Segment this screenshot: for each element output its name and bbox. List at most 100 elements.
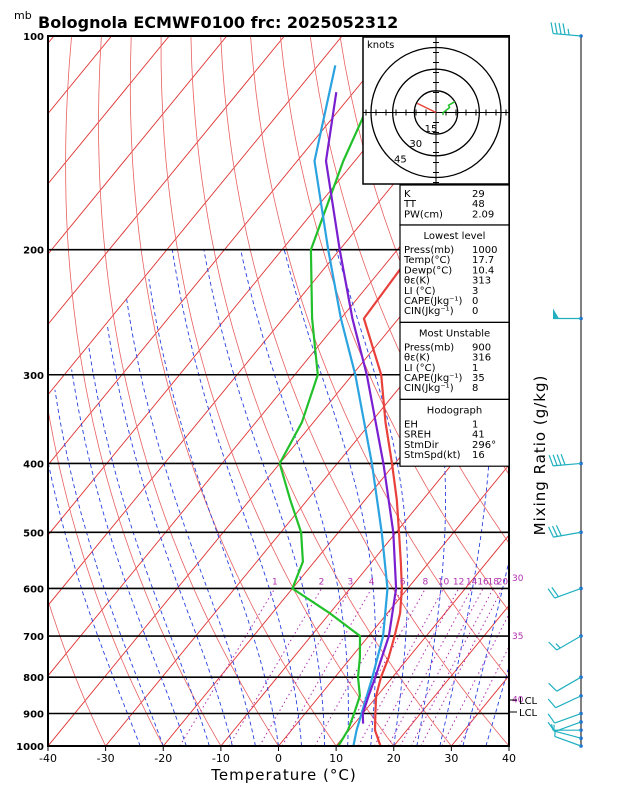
- moist-adiabat-line: [126, 299, 256, 746]
- wetbulb-profile-line: [313, 65, 389, 746]
- wind-barb-flag: [551, 587, 559, 598]
- mixing-ratio-line: [410, 588, 494, 746]
- moist-adiabat-line: [203, 249, 326, 746]
- dry-adiabat-line: [280, 36, 509, 612]
- wind-barb-flag: [560, 453, 566, 466]
- wind-barb: [547, 694, 583, 709]
- wind-barb-staff: [553, 32, 582, 37]
- x-tick-label: -20: [154, 752, 172, 765]
- moist-adiabat-line: [54, 389, 164, 746]
- isotherm-line: [48, 36, 343, 396]
- isotherm-line: [48, 183, 509, 746]
- dry-adiabat-line: [549, 36, 618, 746]
- mixing-ratio-label: 4: [369, 577, 375, 587]
- hodograph-ring-label: 15: [425, 124, 438, 135]
- wind-barb-staff: [554, 712, 582, 724]
- theta-label: 30: [512, 574, 524, 584]
- wind-barb-half: [555, 643, 561, 649]
- moist-adiabat-line: [398, 249, 446, 746]
- x-tick-label: 10: [329, 752, 343, 765]
- mixing-ratio-label: 6: [400, 577, 406, 587]
- isotherm-line: [48, 36, 401, 466]
- pressure-tick-label: 800: [23, 673, 44, 684]
- index-label: LI (°C): [404, 363, 436, 374]
- isotherm-line: [105, 253, 509, 746]
- index-value: 0: [472, 296, 478, 307]
- wind-barb: [548, 453, 583, 467]
- wind-barb: [553, 308, 583, 321]
- index-value: 17.7: [472, 255, 494, 266]
- wind-barbs-column: [547, 22, 583, 748]
- mixing-ratio-label: 16: [477, 577, 489, 587]
- dry-adiabat-line: [220, 36, 509, 746]
- theta-labels: 30 35 40: [512, 574, 524, 705]
- index-label: CAPE(Jkg⁻¹): [404, 373, 462, 384]
- parcel-profile-line: [324, 92, 398, 724]
- index-value: 3: [472, 286, 478, 297]
- dry-adiabat-line: [98, 36, 279, 746]
- index-value: 8: [472, 383, 478, 394]
- moist-adiabat-line: [71, 369, 187, 746]
- temperature-axis: -40 -30 -20 -10 0 10 20 30 40: [39, 746, 516, 765]
- x-tick-label: -30: [97, 752, 115, 765]
- mixing-ratio-line: [338, 588, 426, 746]
- mixing-ratio-line: [259, 588, 351, 746]
- pressure-tick-label: 500: [23, 528, 44, 539]
- moist-adiabat-line: [88, 347, 210, 746]
- mixing-ratio-line: [459, 645, 509, 746]
- temperature-profile-line: [362, 83, 509, 746]
- indices-box: [399, 321, 510, 400]
- wind-barb-staff: [553, 531, 582, 538]
- dry-adiabat-line: [160, 36, 395, 746]
- storm-motion-arrow: [416, 102, 437, 114]
- index-value: 900: [472, 342, 491, 353]
- mixing-ratio-label: 20: [497, 577, 509, 587]
- wind-barb-staff: [555, 695, 582, 709]
- index-label: StmSpd(kt): [404, 450, 461, 461]
- wind-barb-flag: [555, 525, 562, 536]
- pressure-tick-label: 300: [23, 371, 44, 382]
- wind-barb-flag: [552, 454, 558, 466]
- x-tick-label: 40: [502, 752, 516, 765]
- dry-adiabat-line: [579, 36, 618, 746]
- index-label: K: [404, 189, 411, 200]
- isotherm-line: [278, 464, 509, 746]
- indices-section-title: Lowest level: [424, 231, 486, 242]
- lcl-label: LCL: [519, 708, 538, 719]
- pressure-tick-label: 400: [23, 459, 44, 470]
- moist-adiabat-line: [106, 324, 233, 746]
- index-label: Press(mb): [404, 342, 454, 353]
- mixing-ratio-label: 14: [466, 577, 478, 587]
- index-value: 2.09: [472, 209, 494, 220]
- wind-barb-flag: [547, 721, 556, 732]
- wind-barb-flag: [547, 588, 556, 599]
- wind-barb-flag: [556, 454, 562, 466]
- index-value: 313: [472, 276, 491, 287]
- dry-adiabat-line: [48, 406, 164, 746]
- pressure-labels: 100 200 300 400 500 600 700 800 900 1000: [16, 32, 44, 753]
- dewpoint-profile-line: [278, 36, 401, 746]
- index-label: CIN(Jkg⁻¹): [404, 306, 454, 317]
- index-value: 29: [472, 189, 485, 200]
- moist-adiabat-line: [148, 279, 279, 746]
- isotherm-line: [335, 534, 509, 746]
- wind-barb: [547, 711, 583, 724]
- theta-label: 40: [512, 695, 524, 705]
- dry-adiabat-line: [609, 36, 618, 746]
- index-label: Dewp(°C): [404, 265, 452, 276]
- sounding-profiles: [278, 36, 509, 746]
- dry-adiabat-line: [129, 36, 337, 746]
- isotherm-line: [48, 36, 228, 255]
- index-label: LI (°C): [404, 286, 436, 297]
- wind-barb: [548, 634, 583, 651]
- pressure-tick-label: 100: [23, 32, 44, 43]
- index-label: θε(K): [404, 353, 430, 364]
- index-label: Temp(°C): [403, 255, 451, 266]
- x-tick-label: 20: [387, 752, 401, 765]
- index-value: 316: [472, 353, 491, 364]
- wind-barb-staff: [554, 587, 582, 599]
- index-label: TT: [403, 199, 417, 210]
